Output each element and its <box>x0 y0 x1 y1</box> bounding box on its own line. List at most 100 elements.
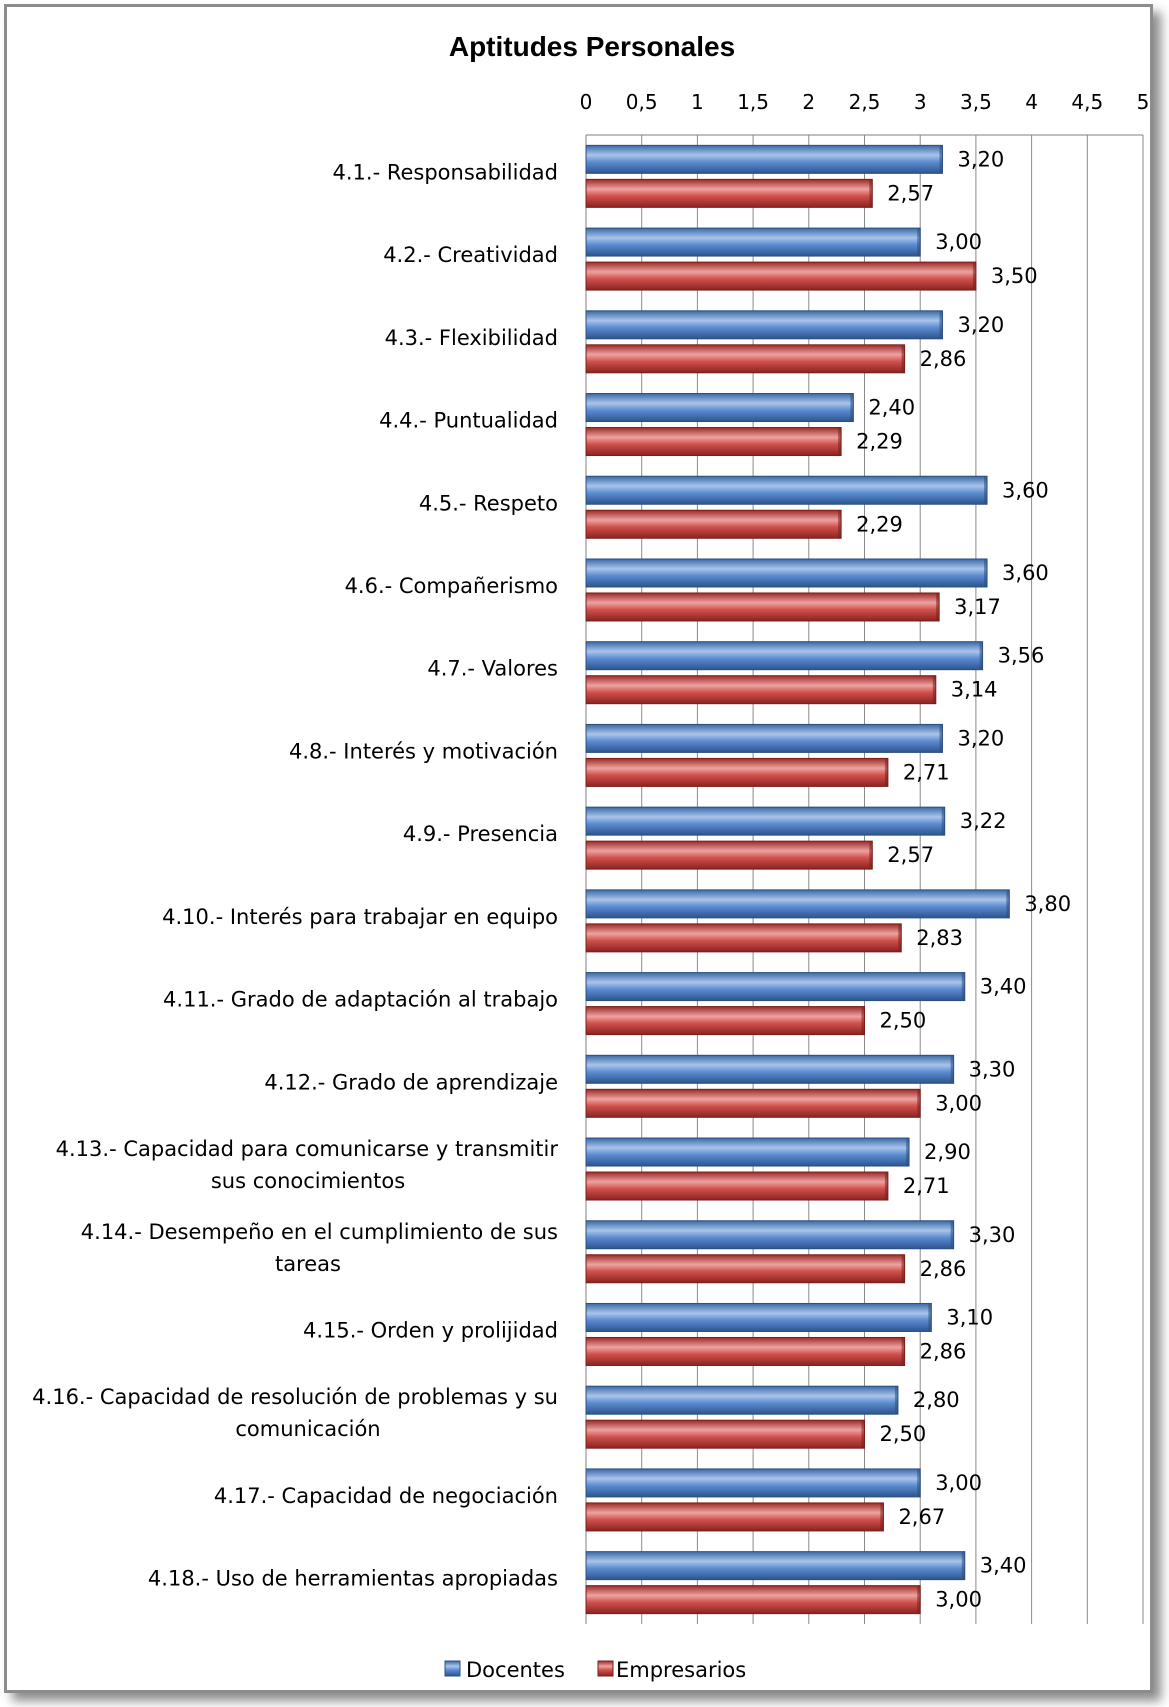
x-tick-label: 4 <box>1025 90 1038 114</box>
bar-docentes <box>585 1302 932 1332</box>
data-label: 2,57 <box>887 843 934 867</box>
data-label: 2,57 <box>887 181 934 205</box>
legend-label-empresarios: Empresarios <box>616 1658 746 1682</box>
data-label: 2,29 <box>856 430 903 454</box>
legend: Docentes Empresarios <box>444 1658 746 1682</box>
category-label: 4.11.- Grado de adaptación al trabajo <box>163 988 558 1012</box>
category-label: 4.14.- Desempeño en el cumplimiento de s… <box>81 1220 558 1276</box>
data-label: 2,86 <box>920 1257 967 1281</box>
bar-cap <box>901 1337 905 1366</box>
bar-cap <box>906 1138 910 1167</box>
bar-docentes <box>585 641 984 671</box>
category-labels: 4.1.- Responsabilidad 4.2.- Creatividad 4.… <box>32 160 558 1590</box>
bar-docentes <box>585 723 943 753</box>
data-label: 2,71 <box>903 760 950 784</box>
legend-label-docentes: Docentes <box>466 1658 565 1682</box>
bar-cap <box>984 476 988 505</box>
bar-empresarios <box>585 178 873 208</box>
bar-docentes <box>585 1551 966 1581</box>
category-label: 4.6.- Compañerismo <box>345 574 558 598</box>
bar-empresarios <box>585 675 937 705</box>
data-label: 2,83 <box>916 926 963 950</box>
chart-title: Aptitudes Personales <box>449 31 735 62</box>
bar-cap <box>917 1089 921 1118</box>
bar-cap <box>950 1055 954 1084</box>
bar-cap <box>917 228 921 257</box>
bar-cap <box>961 972 965 1001</box>
bar-cap <box>894 1386 898 1415</box>
data-label: 3,00 <box>935 230 982 254</box>
category-label: 4.15.- Orden y prolijidad <box>303 1318 558 1342</box>
data-label: 2,80 <box>913 1388 960 1412</box>
data-label: 3,40 <box>980 1554 1027 1578</box>
bar-docentes <box>585 393 854 423</box>
data-label: 3,56 <box>998 644 1045 668</box>
x-tick-label: 0,5 <box>626 90 658 114</box>
bar-cap <box>850 393 854 422</box>
bar-docentes <box>585 144 943 174</box>
bar-empresarios <box>585 344 906 374</box>
bar-docentes <box>585 1054 955 1084</box>
data-label: 3,20 <box>957 726 1004 750</box>
data-label: 3,22 <box>960 809 1007 833</box>
data-label: 2,71 <box>903 1174 950 1198</box>
data-label: 2,50 <box>880 1422 927 1446</box>
data-label: 3,80 <box>1024 892 1071 916</box>
data-label: 3,60 <box>1002 478 1049 502</box>
bar-docentes <box>585 1137 910 1167</box>
category-label: 4.3.- Flexibilidad <box>385 326 558 350</box>
bar-empresarios <box>585 840 873 870</box>
data-label: 2,50 <box>880 1009 927 1033</box>
bar-cap <box>928 1303 932 1332</box>
data-label: 3,60 <box>1002 561 1049 585</box>
bar-cap <box>884 1172 888 1201</box>
data-label: 3,30 <box>969 1057 1016 1081</box>
x-tick-label: 1,5 <box>737 90 769 114</box>
bar-cap <box>972 262 976 291</box>
bar-docentes <box>585 1385 899 1415</box>
data-label: 3,00 <box>935 1471 982 1495</box>
x-tick-label: 3 <box>914 90 927 114</box>
bar-empresarios <box>585 923 902 953</box>
bar-cap <box>901 344 905 373</box>
category-label-line: tareas <box>275 1252 341 1276</box>
bar-empresarios <box>585 261 977 291</box>
legend-swatch-empresarios <box>597 1660 614 1677</box>
bar-cap <box>1006 889 1010 918</box>
bar-docentes <box>585 558 988 588</box>
x-tick-label: 2,5 <box>849 90 881 114</box>
bar-cap <box>898 923 902 952</box>
bar-docentes <box>585 475 988 505</box>
bar-cap <box>880 1502 884 1531</box>
category-label: 4.1.- Responsabilidad <box>333 160 559 184</box>
data-label: 3,30 <box>969 1223 1016 1247</box>
bar-cap <box>838 427 842 456</box>
bar-empresarios <box>585 1336 906 1366</box>
bar-cap <box>939 145 943 174</box>
bar-docentes <box>585 310 943 340</box>
data-label: 2,67 <box>898 1505 945 1529</box>
bar-cap <box>932 675 936 704</box>
bar-docentes <box>585 227 921 257</box>
legend-swatch-docentes <box>444 1660 461 1677</box>
bar-docentes <box>585 1220 955 1250</box>
bar-cap <box>917 1585 921 1614</box>
category-label: 4.18.- Uso de herramientas apropiadas <box>148 1567 558 1591</box>
bar-empresarios <box>585 1419 865 1449</box>
category-label: 4.8.- Interés y motivación <box>289 739 558 763</box>
data-label: 3,20 <box>957 147 1004 171</box>
category-label: 4.12.- Grado de aprendizaje <box>264 1070 558 1094</box>
bar-cap <box>884 758 888 787</box>
category-label: 4.2.- Creatividad <box>383 243 558 267</box>
bar-cap <box>950 1220 954 1249</box>
bar-empresarios <box>585 1088 921 1118</box>
data-label: 3,14 <box>951 678 998 702</box>
bar-cap <box>939 724 943 753</box>
data-label: 2,86 <box>920 1339 967 1363</box>
data-label: 3,17 <box>954 595 1001 619</box>
bar-empresarios <box>585 1502 884 1532</box>
category-label: 4.10.- Interés para trabajar en equipo <box>162 905 558 929</box>
bar-empresarios <box>585 592 940 622</box>
bar-empresarios <box>585 509 842 539</box>
